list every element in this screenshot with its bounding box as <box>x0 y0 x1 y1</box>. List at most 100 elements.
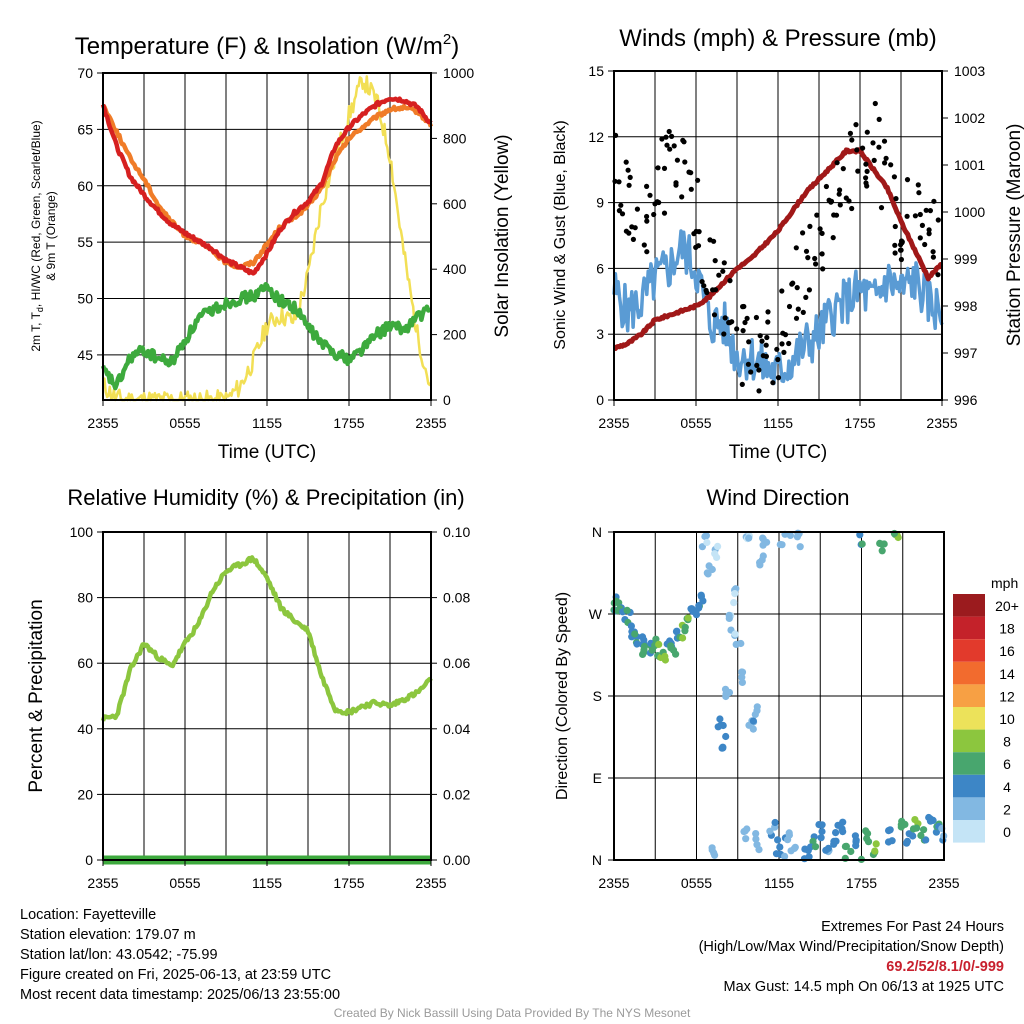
direction-point <box>698 543 707 551</box>
colorbar-unit: mph <box>991 575 1018 591</box>
gust-point <box>814 212 820 218</box>
direction-point <box>711 550 719 558</box>
gust-point <box>671 143 677 149</box>
temperature-xlabel: Time (UTC) <box>218 442 317 463</box>
gust-point <box>881 138 888 144</box>
insolation-ylabel: Solar Insolation (Yellow) <box>492 134 513 337</box>
direction-point <box>818 827 826 836</box>
y-tick-label: 70 <box>77 65 93 81</box>
extremes-title: Extremes For Past 24 Hours <box>821 919 1004 935</box>
y-tick-label: N <box>592 524 602 540</box>
series-line-wind <box>612 229 944 386</box>
y-tick-label: 12 <box>588 129 604 145</box>
y2-tick-label: 996 <box>954 392 978 408</box>
direction-point <box>822 846 830 854</box>
gust-point <box>616 179 622 185</box>
y-tick-label: 65 <box>77 121 93 137</box>
direction-point <box>796 543 804 551</box>
direction-point <box>745 721 753 729</box>
station-info: Location: Fayetteville Station elevation… <box>20 905 340 1005</box>
direction-point <box>737 639 745 648</box>
gust-point <box>753 314 760 321</box>
y2-tick-label: 200 <box>443 327 467 343</box>
gust-point <box>823 183 830 190</box>
direction-point <box>801 845 809 853</box>
direction-point <box>876 539 884 548</box>
gust-point <box>688 186 694 192</box>
direction-point <box>714 542 722 551</box>
gust-point <box>840 166 846 172</box>
winds-ticks: 2355 0555 1155 1755 2355 0 3 6 9 12 15 996 997 998 999… <box>588 63 985 431</box>
gust-point <box>746 339 752 345</box>
gust-point <box>892 242 898 248</box>
gust-point <box>765 309 771 315</box>
winds-ylabel: Sonic Wind & Gust (Blue, Black) <box>552 120 569 349</box>
gust-point <box>912 213 919 219</box>
gust-point <box>872 100 878 107</box>
y-tick-label: 15 <box>588 63 604 79</box>
temperature-grid <box>102 72 432 400</box>
direction-point <box>742 835 750 843</box>
direction-point <box>771 818 779 827</box>
gust-point <box>754 362 760 368</box>
direction-grid <box>613 531 945 861</box>
gust-point <box>695 177 701 183</box>
gust-point <box>820 266 826 272</box>
direction-point <box>731 630 739 638</box>
figure-created: Figure created on Fri, 2025-06-13, at 23… <box>20 967 332 983</box>
gust-point <box>926 227 932 233</box>
gust-point <box>742 319 748 326</box>
direction-point <box>623 606 631 615</box>
gust-point <box>695 243 702 249</box>
gust-point <box>805 255 811 261</box>
direction-point <box>708 846 716 854</box>
gust-point <box>780 330 786 336</box>
temperature-panel: Temperature (F) & Insolation (W/m2) 2355… <box>29 31 513 463</box>
direction-point <box>752 835 760 843</box>
gust-point <box>669 133 675 139</box>
direction-point <box>701 532 709 541</box>
gust-point <box>786 303 793 310</box>
x-tick-label: 1755 <box>844 415 875 431</box>
gust-point <box>904 213 910 219</box>
y2-tick-label: 998 <box>954 298 978 314</box>
gust-point <box>644 183 650 189</box>
direction-point <box>730 599 738 607</box>
winds-title: Winds (mph) & Pressure (mb) <box>619 25 936 52</box>
station-latlon: Station lat/lon: 43.0542; -75.99 <box>20 947 218 963</box>
gust-point <box>883 155 889 161</box>
gust-point <box>849 205 855 212</box>
direction-point <box>839 828 847 836</box>
colorbar-label: 0 <box>1003 824 1011 840</box>
direction-point <box>786 531 795 540</box>
colorbar-swatch <box>953 752 985 775</box>
direction-point <box>631 630 639 638</box>
x-tick-label: 0555 <box>169 875 200 891</box>
direction-point <box>692 608 700 616</box>
gust-point <box>893 196 899 202</box>
gust-point <box>793 315 800 321</box>
y-tick-label: S <box>593 688 602 704</box>
humidity-title: Relative Humidity (%) & Precipitation (i… <box>67 485 464 510</box>
gust-point <box>667 146 673 152</box>
gust-point <box>847 130 854 136</box>
gust-point <box>779 288 785 294</box>
gust-point <box>806 287 813 293</box>
max-gust: Max Gust: 14.5 mph On 06/13 at 1925 UTC <box>723 979 1004 995</box>
extremes-subtitle: (High/Low/Max Wind/Precipitation/Snow De… <box>698 939 1004 955</box>
direction-point <box>830 840 838 848</box>
station-elevation: Station elevation: 179.07 m <box>20 927 196 943</box>
gust-point <box>919 222 926 228</box>
gust-point <box>781 349 787 355</box>
gust-point <box>854 147 860 153</box>
gust-point <box>745 361 752 367</box>
gust-point <box>931 198 937 204</box>
y2-tick-label: 1000 <box>443 65 474 81</box>
x-tick-label: 1155 <box>252 415 282 431</box>
direction-point <box>832 829 840 837</box>
gust-point <box>679 194 685 200</box>
gust-point <box>892 223 898 230</box>
gust-point <box>935 272 941 278</box>
gust-point <box>711 312 718 318</box>
direction-point <box>890 529 899 538</box>
